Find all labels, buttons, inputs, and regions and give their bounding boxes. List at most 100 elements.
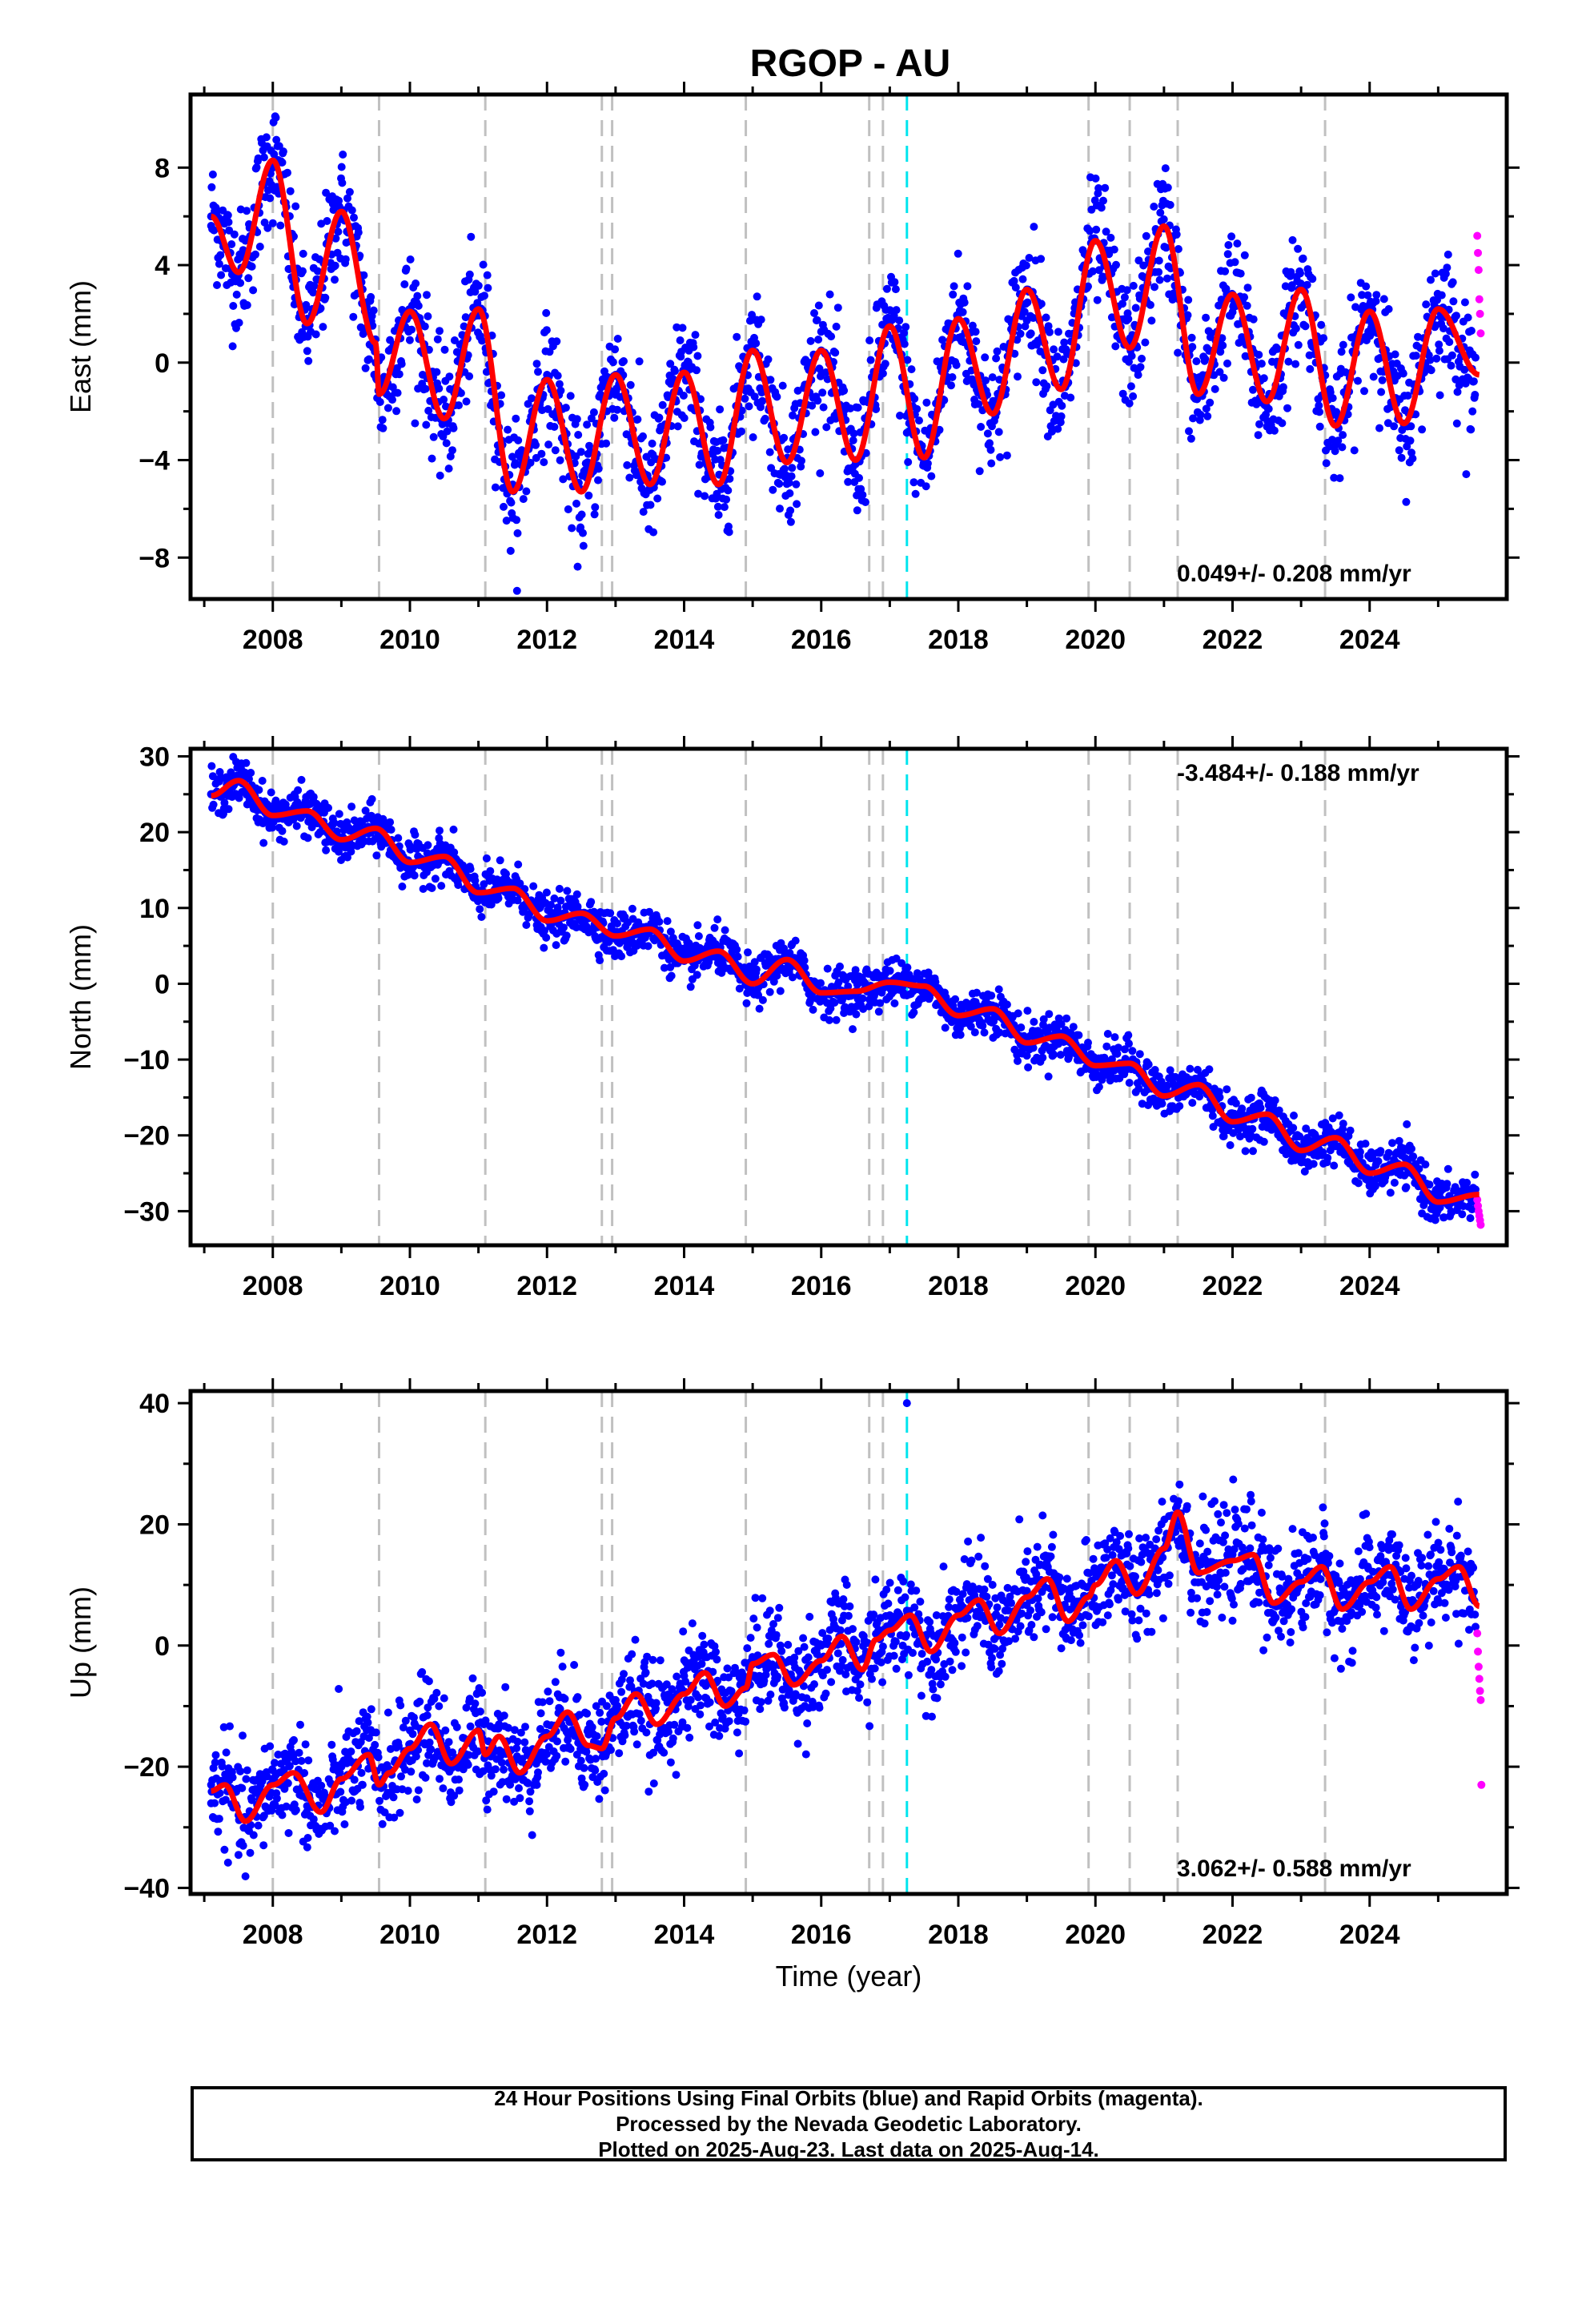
final-orbit-point — [1358, 291, 1367, 300]
final-orbit-point — [1231, 1099, 1240, 1108]
final-orbit-point — [1014, 1009, 1022, 1018]
final-orbit-point — [1335, 1111, 1343, 1120]
final-orbit-point — [849, 436, 857, 444]
final-orbit-point — [1120, 293, 1129, 302]
final-orbit-point — [1094, 1083, 1103, 1092]
final-orbit-point — [1443, 1164, 1452, 1173]
final-orbit-point — [1010, 276, 1018, 285]
final-orbit-point — [1283, 404, 1291, 412]
final-orbit-point — [826, 1004, 835, 1013]
final-orbit-point — [858, 994, 867, 1003]
final-orbit-point — [358, 1780, 367, 1789]
final-orbit-point — [931, 978, 940, 987]
final-orbit-point — [222, 1748, 231, 1757]
final-orbit-point — [895, 316, 904, 325]
final-orbit-point — [716, 405, 725, 414]
final-orbit-point — [876, 999, 885, 1007]
final-orbit-point — [1371, 297, 1380, 305]
final-orbit-point — [416, 1697, 424, 1706]
final-orbit-point — [1042, 382, 1051, 391]
final-orbit-point — [547, 901, 555, 909]
final-orbit-point — [474, 281, 483, 290]
final-orbit-point — [922, 398, 931, 407]
final-orbit-point — [830, 999, 839, 1007]
final-orbit-point — [1084, 1039, 1092, 1047]
final-orbit-point — [1124, 1031, 1133, 1039]
final-orbit-point — [372, 851, 381, 860]
final-orbit-point — [516, 879, 524, 888]
final-orbit-point — [1014, 372, 1022, 381]
final-orbit-point — [371, 1728, 380, 1737]
final-orbit-point — [442, 402, 450, 411]
final-orbit-point — [806, 336, 815, 345]
final-orbit-point — [294, 786, 303, 794]
final-orbit-point — [1163, 274, 1171, 283]
final-orbit-point — [958, 308, 967, 316]
final-orbit-point — [522, 487, 531, 496]
final-orbit-point — [813, 316, 821, 324]
final-orbit-point — [207, 762, 216, 770]
x-tick-label: 2012 — [516, 625, 577, 655]
final-orbit-point — [904, 458, 913, 466]
final-orbit-point — [1335, 474, 1344, 483]
final-orbit-point — [720, 503, 729, 512]
final-orbit-point — [596, 390, 604, 399]
final-orbit-point — [620, 357, 628, 365]
final-orbit-point — [1138, 354, 1146, 363]
final-orbit-point — [1388, 1139, 1396, 1148]
final-orbit-point — [1372, 291, 1381, 300]
final-orbit-point — [1362, 282, 1371, 291]
final-orbit-point — [765, 448, 774, 456]
final-orbit-point — [1467, 425, 1476, 434]
final-orbit-point — [865, 1002, 873, 1011]
final-orbit-point — [892, 306, 901, 315]
final-orbit-point — [436, 327, 444, 336]
final-orbit-point — [1101, 183, 1110, 192]
final-orbit-point — [267, 788, 275, 797]
x-tick-label: 2008 — [243, 625, 303, 655]
final-orbit-point — [299, 267, 307, 275]
final-orbit-point — [834, 978, 843, 987]
final-orbit-point — [663, 917, 672, 926]
final-orbit-point — [1144, 1060, 1153, 1069]
final-orbit-point — [1050, 345, 1058, 354]
final-orbit-point — [1129, 281, 1138, 290]
final-orbit-point — [241, 1872, 250, 1880]
final-orbit-point — [753, 292, 761, 301]
final-orbit-point — [1233, 239, 1242, 248]
final-orbit-point — [1403, 392, 1412, 400]
final-orbit-point — [1399, 369, 1407, 378]
final-orbit-point — [852, 1010, 861, 1019]
final-orbit-point — [1472, 353, 1480, 362]
final-orbit-point — [1057, 412, 1066, 420]
final-orbit-point — [1241, 1147, 1250, 1156]
final-orbit-point — [608, 946, 617, 955]
final-orbit-point — [978, 1021, 987, 1030]
final-orbit-point — [249, 1831, 258, 1839]
final-orbit-point — [1069, 1023, 1078, 1031]
final-orbit-point — [1431, 1216, 1439, 1224]
final-orbit-point — [713, 502, 722, 511]
final-orbit-point — [301, 1740, 310, 1749]
final-orbit-point — [347, 1796, 356, 1805]
final-orbit-point — [1065, 1053, 1073, 1061]
y-tick-label: 8 — [155, 153, 170, 183]
final-orbit-point — [247, 769, 255, 777]
final-orbit-point — [313, 267, 322, 275]
final-orbit-point — [628, 904, 636, 913]
final-orbit-point — [1255, 351, 1263, 359]
final-orbit-point — [1346, 1126, 1355, 1135]
final-orbit-point — [319, 323, 327, 332]
final-orbit-point — [1024, 1063, 1033, 1072]
final-orbit-point — [1134, 1084, 1143, 1093]
final-orbit-point — [1347, 293, 1355, 302]
final-orbit-point — [587, 414, 596, 423]
final-orbit-point — [534, 368, 542, 376]
final-orbit-point — [512, 586, 521, 595]
final-orbit-point — [1402, 497, 1411, 506]
final-orbit-point — [1175, 1102, 1184, 1111]
final-orbit-point — [1202, 404, 1211, 413]
final-orbit-point — [996, 452, 1005, 461]
final-orbit-point — [528, 394, 536, 403]
final-orbit-point — [1099, 196, 1107, 205]
